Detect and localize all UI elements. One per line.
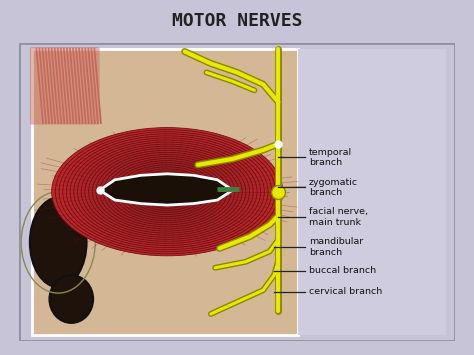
Text: MOTOR NERVES: MOTOR NERVES <box>172 12 302 30</box>
Ellipse shape <box>63 134 272 250</box>
Ellipse shape <box>126 169 209 214</box>
Ellipse shape <box>59 132 275 252</box>
Ellipse shape <box>52 127 283 256</box>
Ellipse shape <box>107 159 228 225</box>
Ellipse shape <box>140 177 194 206</box>
Text: temporal
branch: temporal branch <box>309 148 352 167</box>
Ellipse shape <box>66 136 268 247</box>
Ellipse shape <box>144 179 191 204</box>
Polygon shape <box>100 174 233 205</box>
Ellipse shape <box>129 171 205 212</box>
Ellipse shape <box>55 130 279 254</box>
Ellipse shape <box>85 146 250 237</box>
Text: facial nerve,
main trunk: facial nerve, main trunk <box>309 207 368 227</box>
Ellipse shape <box>89 148 246 235</box>
Ellipse shape <box>74 140 261 244</box>
Ellipse shape <box>49 275 93 323</box>
Ellipse shape <box>111 160 224 223</box>
Ellipse shape <box>133 173 201 211</box>
Ellipse shape <box>103 157 231 227</box>
Text: mandibular
branch: mandibular branch <box>309 237 363 257</box>
Text: buccal branch: buccal branch <box>309 266 376 275</box>
Bar <box>298 49 447 335</box>
Ellipse shape <box>92 150 242 233</box>
Ellipse shape <box>137 175 198 208</box>
Ellipse shape <box>30 198 87 287</box>
Text: zygomatic
branch: zygomatic branch <box>309 178 358 197</box>
Ellipse shape <box>100 154 235 229</box>
Ellipse shape <box>122 167 213 217</box>
Text: cervical branch: cervical branch <box>309 287 382 296</box>
Ellipse shape <box>96 152 238 231</box>
Ellipse shape <box>77 142 257 241</box>
Ellipse shape <box>118 165 216 219</box>
Ellipse shape <box>70 138 264 246</box>
FancyBboxPatch shape <box>30 47 100 125</box>
Ellipse shape <box>81 144 253 239</box>
Ellipse shape <box>114 163 220 221</box>
Bar <box>32 49 298 335</box>
